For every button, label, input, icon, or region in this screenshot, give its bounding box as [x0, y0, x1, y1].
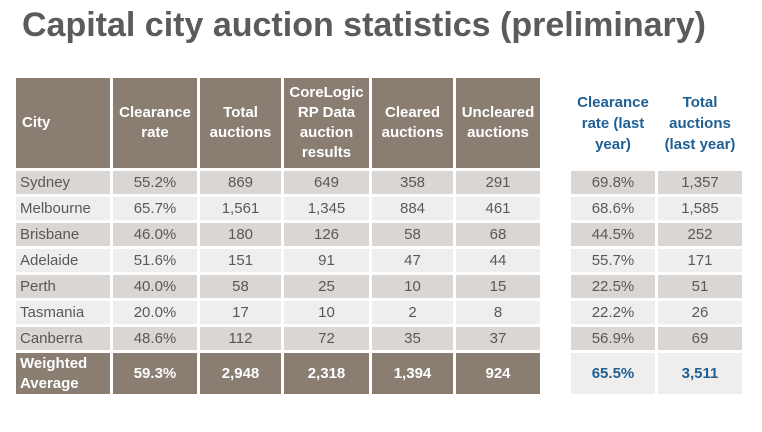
header-total-auctions-last-year: Total auctions (last year) — [658, 78, 742, 168]
header-total-auctions: Total auctions — [200, 78, 281, 168]
table-cell-cleared: 10 — [372, 275, 453, 298]
table-cell-clearance-rate-last-year: 55.7% — [571, 249, 655, 272]
auction-stats-table: City Clearance rate Total auctions CoreL… — [13, 75, 543, 397]
page-title: Capital city auction statistics (prelimi… — [22, 6, 706, 44]
table-cell-clearance-rate: 48.6% — [113, 327, 197, 350]
header-city: City — [16, 78, 110, 168]
header-clearance-rate: Clearance rate — [113, 78, 197, 168]
header-clearance-rate-last-year: Clearance rate (last year) — [571, 78, 655, 168]
table-row: Adelaide 51.6% 151 91 47 44 — [16, 249, 540, 272]
table-cell-clearance-rate: 51.6% — [113, 249, 197, 272]
table-cell-clearance-rate: 40.0% — [113, 275, 197, 298]
table-row: Canberra 48.6% 112 72 35 37 — [16, 327, 540, 350]
table-row: Tasmania 20.0% 17 10 2 8 — [16, 301, 540, 324]
last-year-row: 55.7% 171 — [571, 249, 742, 272]
table-cell-uncleared: 291 — [456, 171, 540, 194]
table-cell-clearance-rate: 20.0% — [113, 301, 197, 324]
last-year-row: 22.2% 26 — [571, 301, 742, 324]
table-cell-total-auctions: 112 — [200, 327, 281, 350]
table-header-row: City Clearance rate Total auctions CoreL… — [16, 78, 540, 168]
table-cell-cleared: 358 — [372, 171, 453, 194]
table-row: Brisbane 46.0% 180 126 58 68 — [16, 223, 540, 246]
table-cell-clearance-rate: 46.0% — [113, 223, 197, 246]
weighted-average-last-year-row: 65.5% 3,511 — [571, 353, 742, 394]
table-cell-city: Sydney — [16, 171, 110, 194]
table-cell-total-auctions: 1,561 — [200, 197, 281, 220]
table-cell-clearance-rate-last-year: 22.2% — [571, 301, 655, 324]
table-cell-city: Adelaide — [16, 249, 110, 272]
table-cell-cleared: 47 — [372, 249, 453, 272]
table-cell-total-auctions: 180 — [200, 223, 281, 246]
table-cell-city: Melbourne — [16, 197, 110, 220]
last-year-header-row: Clearance rate (last year) Total auction… — [571, 78, 742, 168]
table-cell-clearance-rate: 65.7% — [113, 197, 197, 220]
average-cleared: 1,394 — [372, 353, 453, 394]
table-cell-corelogic-results: 91 — [284, 249, 369, 272]
table-cell-total-auctions-last-year: 69 — [658, 327, 742, 350]
table-cell-clearance-rate-last-year: 68.6% — [571, 197, 655, 220]
table-cell-clearance-rate-last-year: 56.9% — [571, 327, 655, 350]
table-cell-city: Perth — [16, 275, 110, 298]
table-cell-total-auctions: 17 — [200, 301, 281, 324]
weighted-average-label: Weighted Average — [16, 353, 110, 394]
table-cell-total-auctions-last-year: 1,357 — [658, 171, 742, 194]
last-year-row: 44.5% 252 — [571, 223, 742, 246]
last-year-row: 69.8% 1,357 — [571, 171, 742, 194]
table-cell-corelogic-results: 72 — [284, 327, 369, 350]
table-row: Sydney 55.2% 869 649 358 291 — [16, 171, 540, 194]
table-cell-total-auctions-last-year: 252 — [658, 223, 742, 246]
average-corelogic-results: 2,318 — [284, 353, 369, 394]
table-row: Melbourne 65.7% 1,561 1,345 884 461 — [16, 197, 540, 220]
last-year-row: 22.5% 51 — [571, 275, 742, 298]
table-cell-uncleared: 461 — [456, 197, 540, 220]
table-cell-total-auctions: 58 — [200, 275, 281, 298]
average-total-auctions: 2,948 — [200, 353, 281, 394]
average-clearance-rate: 59.3% — [113, 353, 197, 394]
table-cell-corelogic-results: 10 — [284, 301, 369, 324]
header-uncleared-auctions: Uncleared auctions — [456, 78, 540, 168]
table-cell-uncleared: 68 — [456, 223, 540, 246]
average-clearance-rate-last-year: 65.5% — [571, 353, 655, 394]
last-year-table: Clearance rate (last year) Total auction… — [568, 75, 745, 397]
table-cell-total-auctions-last-year: 51 — [658, 275, 742, 298]
table-cell-corelogic-results: 649 — [284, 171, 369, 194]
table-cell-clearance-rate: 55.2% — [113, 171, 197, 194]
table-cell-total-auctions: 151 — [200, 249, 281, 272]
table-cell-corelogic-results: 126 — [284, 223, 369, 246]
table-cell-cleared: 2 — [372, 301, 453, 324]
table-cell-uncleared: 8 — [456, 301, 540, 324]
table-cell-clearance-rate-last-year: 22.5% — [571, 275, 655, 298]
table-row: Perth 40.0% 58 25 10 15 — [16, 275, 540, 298]
table-cell-uncleared: 44 — [456, 249, 540, 272]
header-cleared-auctions: Cleared auctions — [372, 78, 453, 168]
average-total-auctions-last-year: 3,511 — [658, 353, 742, 394]
header-corelogic-results: CoreLogic RP Data auction results — [284, 78, 369, 168]
last-year-row: 56.9% 69 — [571, 327, 742, 350]
average-uncleared: 924 — [456, 353, 540, 394]
table-cell-city: Brisbane — [16, 223, 110, 246]
table-cell-total-auctions-last-year: 1,585 — [658, 197, 742, 220]
table-cell-city: Tasmania — [16, 301, 110, 324]
weighted-average-label-line2: Average — [20, 374, 79, 392]
table-cell-city: Canberra — [16, 327, 110, 350]
table-cell-cleared: 884 — [372, 197, 453, 220]
table-cell-cleared: 35 — [372, 327, 453, 350]
weighted-average-row: Weighted Average 59.3% 2,948 2,318 1,394 924 — [16, 353, 540, 394]
table-cell-total-auctions-last-year: 171 — [658, 249, 742, 272]
table-cell-clearance-rate-last-year: 69.8% — [571, 171, 655, 194]
table-cell-cleared: 58 — [372, 223, 453, 246]
last-year-row: 68.6% 1,585 — [571, 197, 742, 220]
table-cell-total-auctions-last-year: 26 — [658, 301, 742, 324]
weighted-average-label-line1: Weighted — [20, 354, 88, 372]
table-cell-uncleared: 37 — [456, 327, 540, 350]
table-cell-corelogic-results: 25 — [284, 275, 369, 298]
table-cell-total-auctions: 869 — [200, 171, 281, 194]
table-cell-uncleared: 15 — [456, 275, 540, 298]
table-cell-clearance-rate-last-year: 44.5% — [571, 223, 655, 246]
table-cell-corelogic-results: 1,345 — [284, 197, 369, 220]
